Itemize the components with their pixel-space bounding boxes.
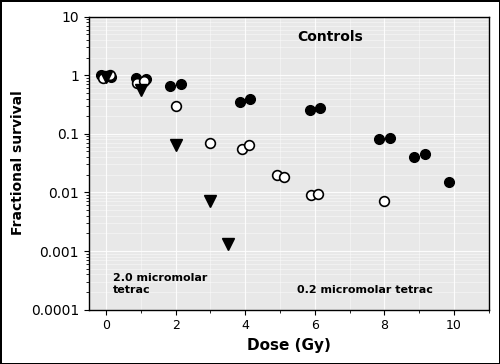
Text: 0.2 micromolar tetrac: 0.2 micromolar tetrac [298,285,434,294]
Text: Controls: Controls [298,29,363,44]
Y-axis label: Fractional survival: Fractional survival [11,91,25,236]
X-axis label: Dose (Gy): Dose (Gy) [247,338,330,353]
Text: 2.0 micromolar
tetrac: 2.0 micromolar tetrac [113,273,208,294]
